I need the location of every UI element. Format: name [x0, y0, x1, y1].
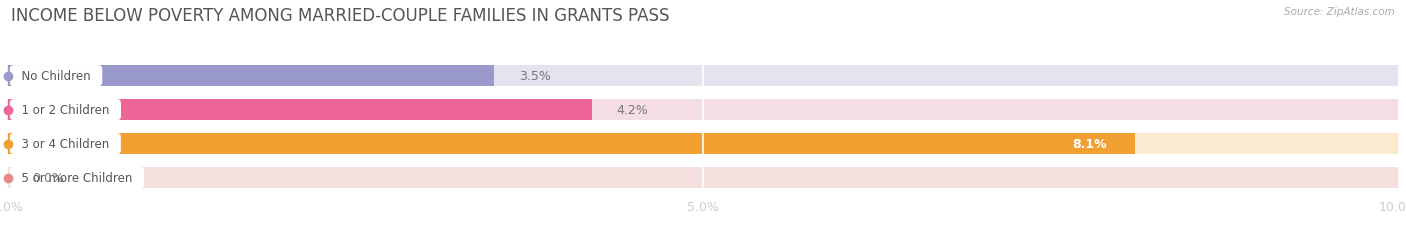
Text: 1 or 2 Children: 1 or 2 Children [14, 104, 117, 117]
Bar [7, 66, 495, 87]
Bar [7, 100, 1399, 121]
Text: No Children: No Children [14, 70, 98, 83]
Text: Source: ZipAtlas.com: Source: ZipAtlas.com [1284, 7, 1395, 17]
Text: 4.2%: 4.2% [617, 104, 648, 117]
Text: 8.1%: 8.1% [1071, 137, 1107, 150]
Text: 5 or more Children: 5 or more Children [14, 171, 139, 184]
Bar [7, 134, 1399, 155]
Bar [7, 134, 1135, 155]
Text: 3.5%: 3.5% [519, 70, 551, 83]
Bar [7, 100, 592, 121]
Text: INCOME BELOW POVERTY AMONG MARRIED-COUPLE FAMILIES IN GRANTS PASS: INCOME BELOW POVERTY AMONG MARRIED-COUPL… [11, 7, 669, 25]
Text: 0.0%: 0.0% [32, 171, 65, 184]
Bar [7, 167, 1399, 188]
Text: 3 or 4 Children: 3 or 4 Children [14, 137, 117, 150]
Bar [7, 66, 1399, 87]
